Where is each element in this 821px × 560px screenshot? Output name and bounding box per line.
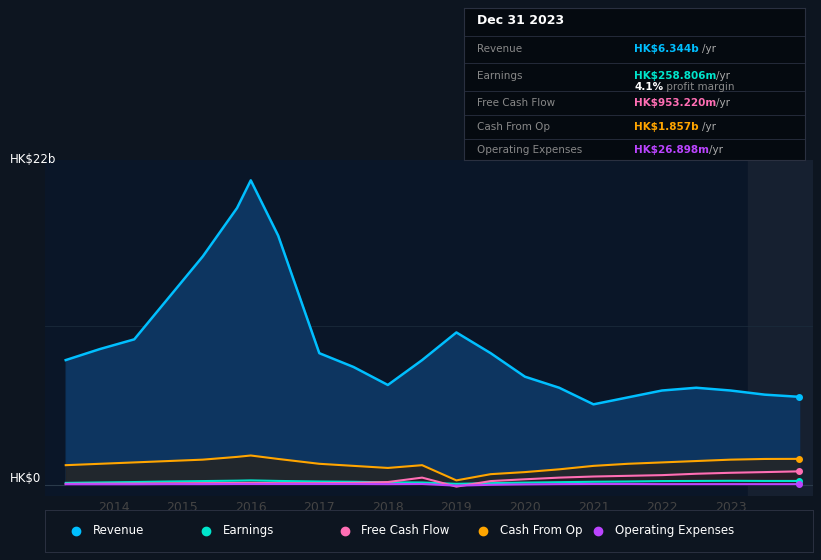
Text: Dec 31 2023: Dec 31 2023 [478, 14, 565, 27]
Text: Free Cash Flow: Free Cash Flow [478, 98, 556, 108]
Text: HK$6.344b: HK$6.344b [635, 44, 699, 54]
Text: HK$953.220m: HK$953.220m [635, 98, 717, 108]
Text: Cash From Op: Cash From Op [500, 524, 582, 537]
Text: HK$26.898m: HK$26.898m [635, 145, 709, 155]
Text: HK$1.857b: HK$1.857b [635, 122, 699, 132]
Text: Free Cash Flow: Free Cash Flow [361, 524, 450, 537]
Text: /yr: /yr [702, 122, 716, 132]
Text: Cash From Op: Cash From Op [478, 122, 551, 132]
Text: HK$258.806m: HK$258.806m [635, 72, 717, 81]
Text: /yr: /yr [717, 98, 731, 108]
Text: HK$22b: HK$22b [10, 153, 56, 166]
Text: Operating Expenses: Operating Expenses [478, 145, 583, 155]
Text: Revenue: Revenue [478, 44, 523, 54]
Text: /yr: /yr [702, 44, 716, 54]
Text: Earnings: Earnings [223, 524, 274, 537]
Text: Revenue: Revenue [93, 524, 144, 537]
Bar [748, 160, 813, 496]
Text: Earnings: Earnings [478, 72, 523, 81]
Text: 4.1%: 4.1% [635, 82, 663, 92]
Text: HK$0: HK$0 [10, 472, 41, 486]
Text: profit margin: profit margin [663, 82, 735, 92]
Text: /yr: /yr [717, 72, 731, 81]
Text: Operating Expenses: Operating Expenses [615, 524, 734, 537]
Text: /yr: /yr [709, 145, 723, 155]
